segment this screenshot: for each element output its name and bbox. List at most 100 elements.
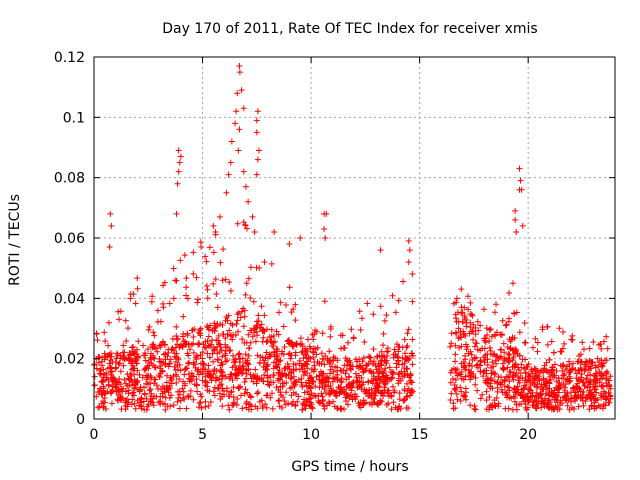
data-point xyxy=(137,402,144,409)
data-point xyxy=(278,392,285,399)
data-point xyxy=(160,339,167,346)
data-point xyxy=(523,363,530,370)
data-point xyxy=(285,337,292,344)
data-point xyxy=(310,377,317,384)
data-point xyxy=(239,336,246,343)
data-point xyxy=(481,306,488,313)
data-point xyxy=(184,392,191,399)
data-point xyxy=(276,397,283,404)
data-point xyxy=(308,390,315,397)
data-point xyxy=(462,341,469,348)
data-point xyxy=(388,393,395,400)
data-point xyxy=(236,69,243,76)
data-point xyxy=(582,382,589,389)
data-point xyxy=(197,332,204,339)
data-point xyxy=(549,364,556,371)
data-point xyxy=(224,357,231,364)
data-point xyxy=(372,362,379,369)
data-point xyxy=(326,391,333,398)
data-point xyxy=(240,105,247,112)
data-point xyxy=(587,371,594,378)
data-point xyxy=(292,402,299,409)
data-point xyxy=(457,398,464,405)
data-point xyxy=(242,351,249,358)
data-point xyxy=(131,381,138,388)
data-point xyxy=(307,375,314,382)
data-point xyxy=(588,395,595,402)
data-point xyxy=(557,348,564,355)
data-point xyxy=(519,222,526,229)
data-point xyxy=(167,374,174,381)
data-point xyxy=(395,377,402,384)
data-point xyxy=(281,380,288,387)
data-point xyxy=(154,348,161,355)
data-point xyxy=(565,378,572,385)
data-point xyxy=(275,369,282,376)
data-point xyxy=(383,401,390,408)
data-point xyxy=(409,298,416,305)
data-point xyxy=(480,369,487,376)
data-point xyxy=(486,406,493,413)
data-point xyxy=(297,235,304,241)
data-point xyxy=(307,384,314,391)
data-point xyxy=(125,325,132,332)
data-point xyxy=(502,405,509,412)
data-point xyxy=(264,378,271,385)
data-point xyxy=(370,311,377,318)
data-point xyxy=(177,153,184,160)
data-point xyxy=(395,371,402,378)
data-point xyxy=(524,394,531,401)
data-point xyxy=(180,337,187,344)
data-point xyxy=(506,289,513,296)
data-point xyxy=(210,344,217,351)
data-point xyxy=(307,399,314,406)
data-point xyxy=(594,355,601,362)
data-point xyxy=(283,389,290,396)
data-point xyxy=(98,358,105,365)
data-point xyxy=(561,340,568,347)
data-point xyxy=(256,360,263,367)
data-point xyxy=(268,260,275,267)
data-point xyxy=(215,332,222,339)
data-point xyxy=(172,371,179,378)
data-point xyxy=(203,344,210,351)
data-point xyxy=(390,369,397,376)
data-point xyxy=(241,378,248,385)
data-point xyxy=(183,292,190,299)
data-point xyxy=(233,366,240,373)
x-tick-label: 15 xyxy=(411,427,429,443)
data-point xyxy=(288,392,295,399)
data-point xyxy=(199,355,206,362)
data-point xyxy=(157,318,164,325)
data-point xyxy=(190,249,197,256)
data-point xyxy=(227,389,234,396)
data-point xyxy=(448,390,455,397)
data-point xyxy=(536,369,543,376)
data-point xyxy=(376,380,383,387)
data-point xyxy=(244,357,251,364)
data-point xyxy=(222,373,229,380)
data-point xyxy=(167,385,174,392)
data-point xyxy=(212,377,219,384)
data-point xyxy=(556,325,563,332)
data-point xyxy=(228,138,235,145)
data-point xyxy=(474,387,481,394)
data-point xyxy=(312,346,319,353)
data-point xyxy=(131,365,138,372)
data-point xyxy=(154,307,161,314)
data-point xyxy=(308,374,315,381)
data-point xyxy=(511,310,518,317)
data-point xyxy=(472,324,479,331)
data-point xyxy=(543,401,550,408)
y-tick-label: 0.08 xyxy=(54,171,85,187)
data-point xyxy=(582,366,589,373)
data-point xyxy=(474,318,481,325)
data-point xyxy=(264,361,271,368)
data-point xyxy=(219,372,226,379)
data-point xyxy=(526,385,533,392)
data-point xyxy=(506,351,513,358)
data-point xyxy=(245,275,252,282)
data-point xyxy=(242,183,249,190)
data-point xyxy=(318,360,325,367)
data-point xyxy=(391,389,398,396)
